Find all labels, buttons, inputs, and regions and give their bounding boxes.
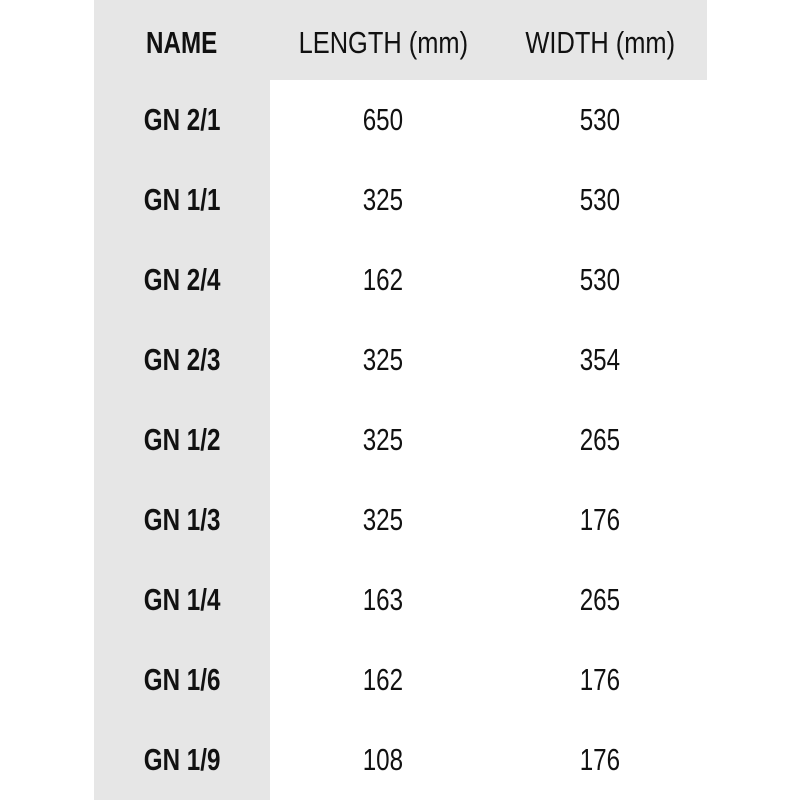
row-width-cell: 176 <box>490 480 710 560</box>
cell-text: GN 1/6 <box>143 662 221 697</box>
row-width-cell: 265 <box>490 560 710 640</box>
cell-text: 530 <box>579 102 621 137</box>
cell-text: 162 <box>362 262 404 297</box>
cell-text: 530 <box>579 182 621 217</box>
row-length-cell: 108 <box>273 720 493 800</box>
row-name-cell: GN 1/1 <box>72 160 292 240</box>
cell-text: GN 1/2 <box>143 422 221 457</box>
row-length-cell: 650 <box>273 80 493 160</box>
cell-text: 108 <box>362 742 404 777</box>
row-name-cell: GN 2/1 <box>72 80 292 160</box>
header-width-text: WIDTH (mm) <box>525 25 675 60</box>
row-length-cell: 325 <box>273 160 493 240</box>
row-width-cell: 530 <box>490 160 710 240</box>
row-name-cell: GN 1/2 <box>72 400 292 480</box>
row-name-cell: GN 1/9 <box>72 720 292 800</box>
row-name-cell: GN 1/6 <box>72 640 292 720</box>
row-width-cell: 530 <box>490 80 710 160</box>
cell-text: GN 2/1 <box>143 102 221 137</box>
cell-text: 354 <box>579 342 621 377</box>
cell-text: 325 <box>362 342 404 377</box>
cell-text: 265 <box>579 582 621 617</box>
header-name: NAME <box>72 3 292 83</box>
cell-text: 176 <box>579 742 621 777</box>
cell-text: GN 2/4 <box>143 262 221 297</box>
row-name-cell: GN 1/3 <box>72 480 292 560</box>
name-column-background <box>94 80 270 800</box>
row-length-cell: 325 <box>273 320 493 400</box>
cell-text: 162 <box>362 662 404 697</box>
header-background <box>94 0 707 80</box>
header-width: WIDTH (mm) <box>490 3 710 83</box>
row-width-cell: 176 <box>490 720 710 800</box>
cell-text: 176 <box>579 502 621 537</box>
row-length-cell: 325 <box>273 480 493 560</box>
row-length-cell: 162 <box>273 640 493 720</box>
cell-text: 325 <box>362 422 404 457</box>
row-width-cell: 354 <box>490 320 710 400</box>
cell-text: 163 <box>362 582 404 617</box>
cell-text: GN 2/3 <box>143 342 221 377</box>
cell-text: GN 1/9 <box>143 742 221 777</box>
cell-text: 265 <box>579 422 621 457</box>
cell-text: 325 <box>362 502 404 537</box>
cell-text: 650 <box>362 102 404 137</box>
row-name-cell: GN 2/4 <box>72 240 292 320</box>
row-length-cell: 163 <box>273 560 493 640</box>
row-width-cell: 176 <box>490 640 710 720</box>
row-length-cell: 325 <box>273 400 493 480</box>
header-length: LENGTH (mm) <box>273 3 493 83</box>
row-width-cell: 530 <box>490 240 710 320</box>
row-length-cell: 162 <box>273 240 493 320</box>
cell-text: GN 1/1 <box>143 182 221 217</box>
row-name-cell: GN 1/4 <box>72 560 292 640</box>
cell-text: GN 1/4 <box>143 582 221 617</box>
cell-text: 325 <box>362 182 404 217</box>
header-length-text: LENGTH (mm) <box>298 25 468 60</box>
cell-text: 530 <box>579 262 621 297</box>
row-width-cell: 265 <box>490 400 710 480</box>
header-name-text: NAME <box>146 25 218 60</box>
cell-text: GN 1/3 <box>143 502 221 537</box>
cell-text: 176 <box>579 662 621 697</box>
row-name-cell: GN 2/3 <box>72 320 292 400</box>
